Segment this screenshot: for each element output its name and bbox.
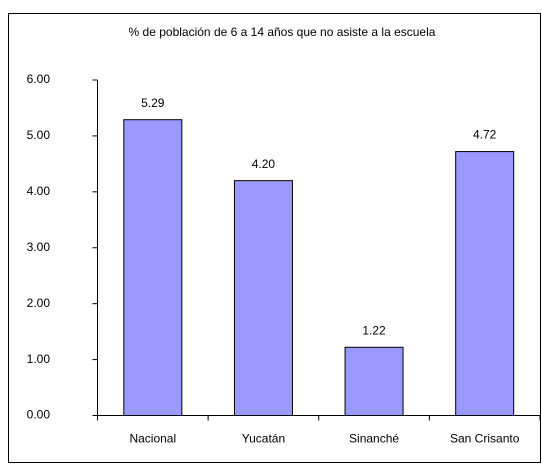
x-tick-label: Yucatán: [242, 432, 285, 446]
value-label: 4.72: [473, 128, 497, 142]
bar: [123, 119, 183, 416]
bar: [233, 180, 293, 416]
y-tick-label: 6.00: [27, 72, 51, 86]
bar: [455, 151, 515, 416]
value-label: 4.20: [252, 157, 276, 171]
value-label: 5.29: [141, 96, 165, 110]
y-tick-label: 1.00: [27, 352, 51, 366]
y-tick-label: 4.00: [27, 184, 51, 198]
x-tick-label: San Crisanto: [450, 432, 520, 446]
y-tick-label: 2.00: [27, 296, 51, 310]
y-tick-label: 3.00: [27, 240, 51, 254]
bar: [344, 346, 404, 417]
chart-title: % de población de 6 a 14 años que no asi…: [129, 25, 436, 39]
y-tick-label: 0.00: [27, 408, 51, 422]
x-tick-label: Sinanché: [349, 432, 399, 446]
value-label: 1.22: [362, 323, 386, 337]
y-tick-label: 5.00: [27, 128, 51, 142]
x-tick-label: Nacional: [129, 432, 176, 446]
